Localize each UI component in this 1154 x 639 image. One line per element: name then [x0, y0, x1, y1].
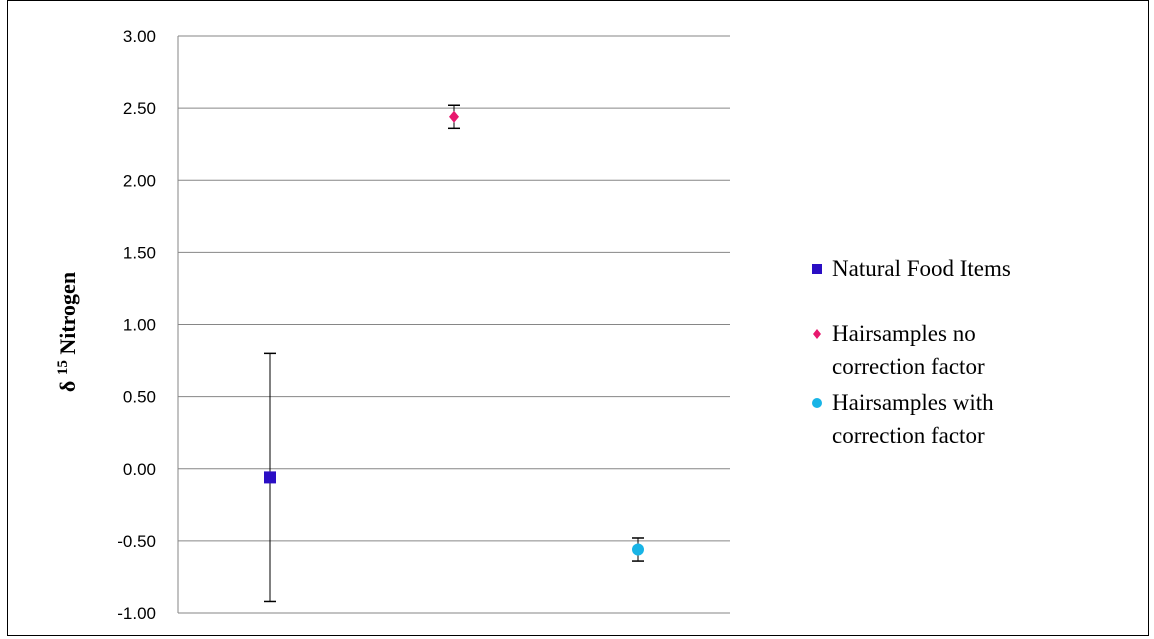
legend-label: correction factor	[832, 354, 985, 379]
y-tick-label: 0.50	[123, 388, 156, 407]
y-tick-label: 2.50	[123, 99, 156, 118]
legend-label: Hairsamples with	[832, 390, 994, 415]
chart-frame	[7, 0, 1149, 636]
data-point-square	[264, 471, 276, 484]
legend: Natural Food Items Hairsamples no correcti…	[812, 256, 1011, 448]
legend-label: Natural Food Items	[832, 256, 1011, 281]
y-tick-label: 0.00	[123, 460, 156, 479]
y-tick-label: 1.00	[123, 316, 156, 335]
legend-marker-diamond	[813, 329, 821, 339]
data-point-circle	[632, 543, 644, 556]
y-tick-label: 2.00	[123, 171, 156, 190]
y-axis-label: δ 15 Nitrogen	[55, 272, 80, 392]
legend-label: Hairsamples no	[832, 321, 976, 346]
y-tick-label: -0.50	[117, 532, 156, 551]
legend-label: correction factor	[832, 423, 985, 448]
y-tick-label: -1.00	[117, 604, 156, 623]
gridlines	[177, 35, 730, 614]
data-points	[264, 110, 644, 556]
error-bars	[264, 104, 644, 603]
y-tick-labels: 3.00 2.50 2.00 1.50 1.00 0.50 0.00 -0.50 -1.00	[117, 27, 156, 623]
y-tick-label: 3.00	[123, 27, 156, 46]
data-point-diamond	[449, 110, 459, 123]
legend-marker-square	[812, 264, 822, 274]
legend-marker-circle	[812, 398, 822, 408]
y-tick-label: 1.50	[123, 243, 156, 262]
